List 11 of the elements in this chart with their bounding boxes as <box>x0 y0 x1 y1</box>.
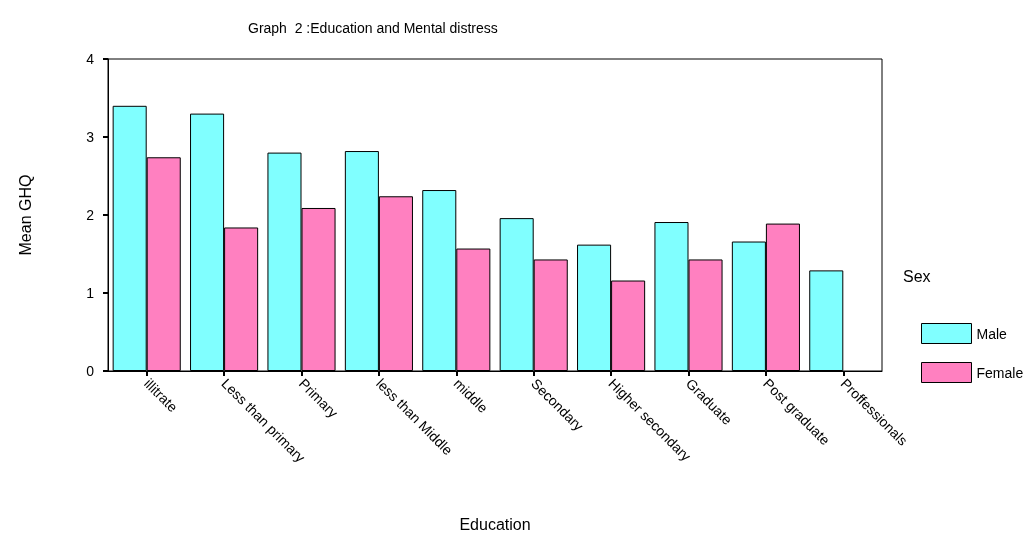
y-tick-label: 1 <box>86 285 95 301</box>
y-tick-label: 2 <box>86 207 95 223</box>
y-tick-label: 4 <box>86 51 95 67</box>
y-tick-label: 0 <box>86 363 95 379</box>
x-axis-title: Education <box>459 515 531 533</box>
legend-title: Sex <box>903 267 931 285</box>
legend-label: Female <box>976 364 1024 381</box>
legend-label: Male <box>976 325 1008 342</box>
y-tick-label: 3 <box>86 129 95 145</box>
y-axis-title: Mean GHQ <box>16 174 34 256</box>
chart-title: Graph 2 :Education and Mental distress <box>248 20 498 36</box>
